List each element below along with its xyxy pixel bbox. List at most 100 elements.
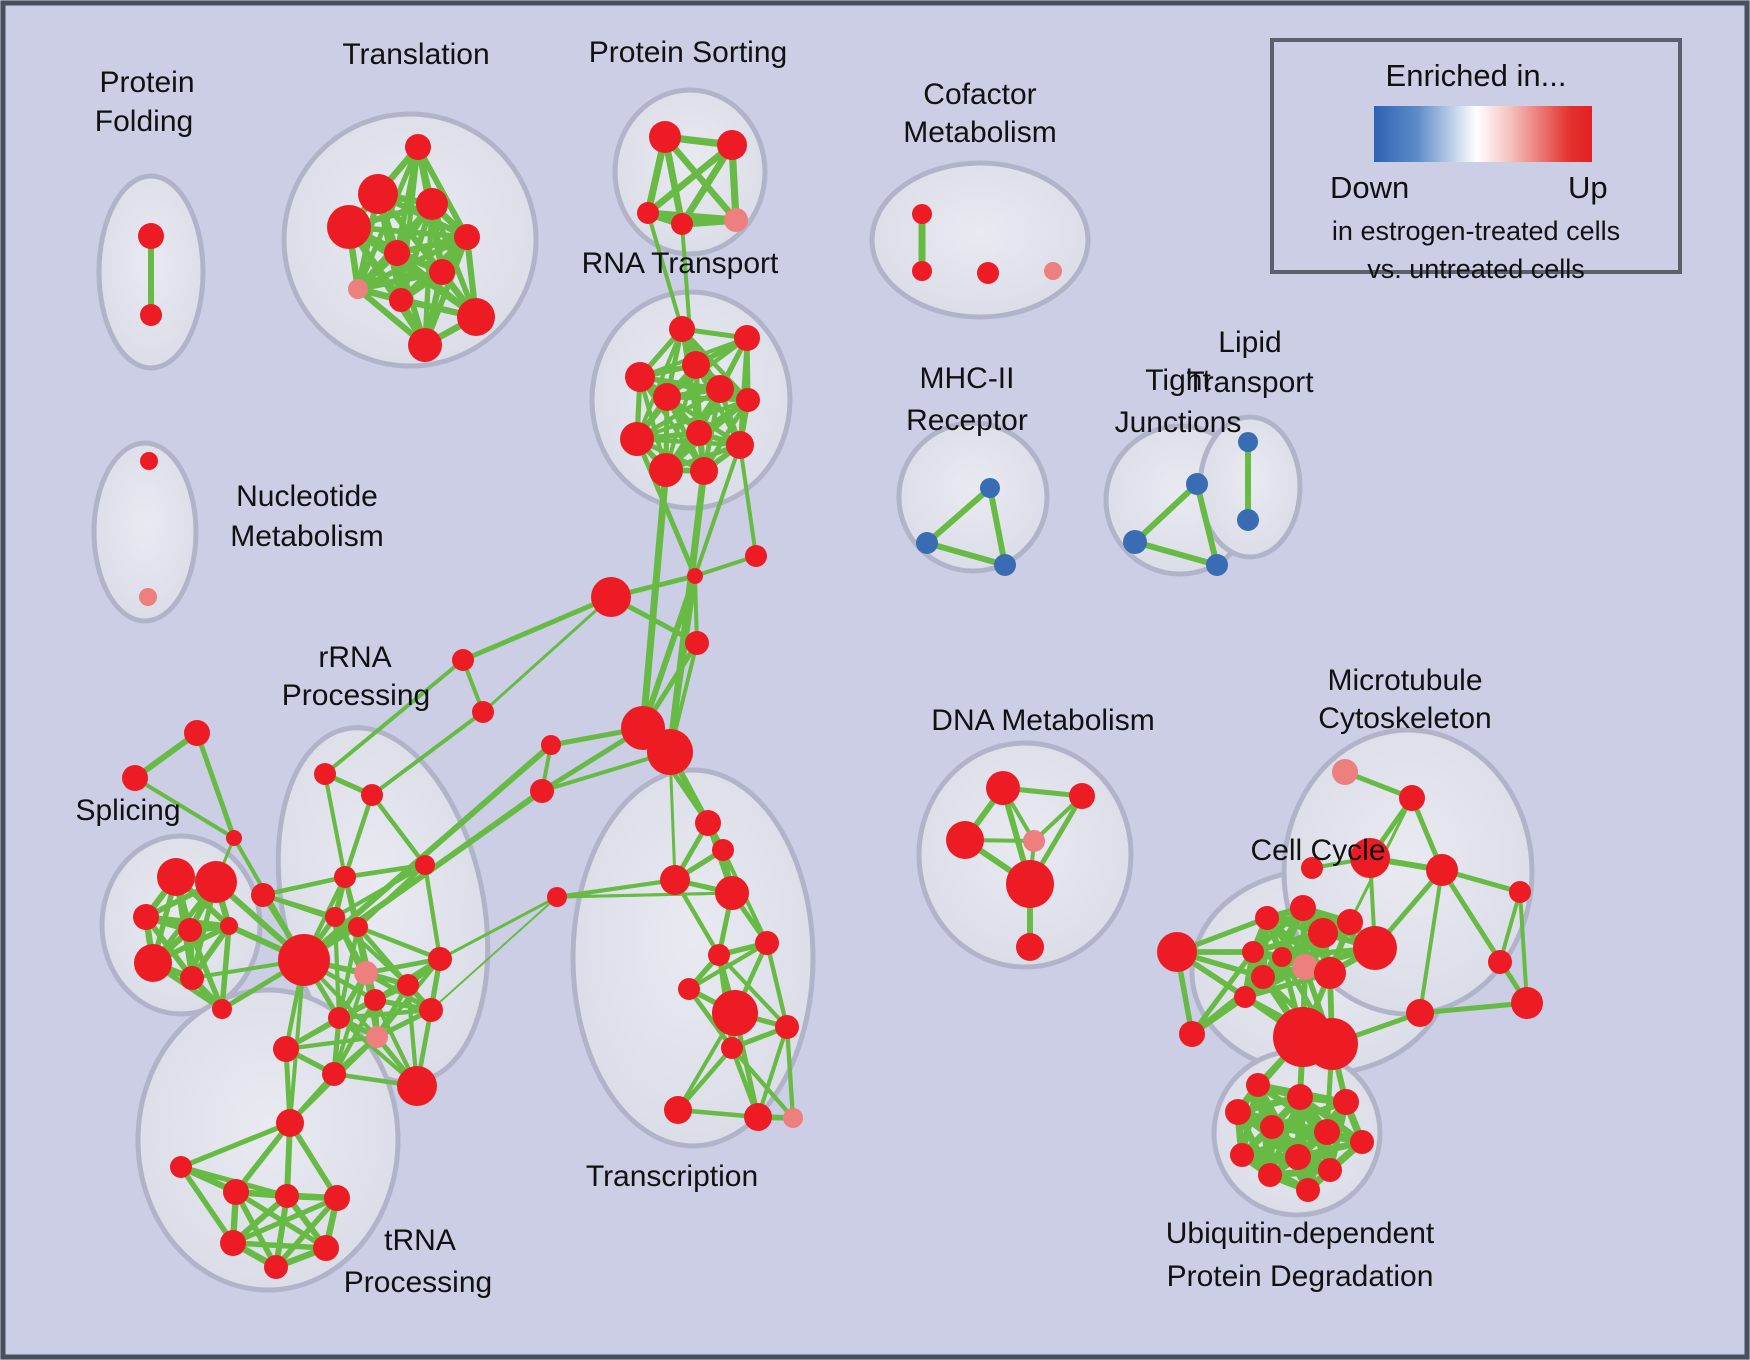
cell-cycle-node [1337, 909, 1363, 935]
splicing-node [180, 966, 204, 990]
bridge-edge [666, 467, 708, 756]
mhc-ii-receptor-label: Receptor [906, 404, 1028, 437]
protein-sorting-node [724, 208, 748, 232]
bridge-edge [430, 896, 558, 1011]
microtubule-cytoskeleton-edge [1498, 890, 1522, 964]
legend-caption-line1: in estrogen-treated cells [1331, 216, 1621, 246]
splicing-node [133, 904, 159, 930]
protein-sorting-node [671, 213, 693, 235]
tight-junctions-edge [1132, 481, 1200, 545]
rna-transport-node [682, 351, 710, 379]
microtubule-cytoskeleton-node [1511, 987, 1543, 1019]
bridge-edge [680, 222, 692, 334]
cell-cycle-node [1308, 918, 1338, 948]
splicing-node [178, 918, 202, 942]
mhc-ii-receptor-node [916, 532, 938, 554]
rrna-processing-node [273, 1036, 299, 1062]
trna-processing-node [223, 1179, 249, 1205]
bridge-edge [555, 878, 677, 899]
microtubule-cytoskeleton-node [1350, 838, 1390, 878]
cofactor-metabolism-node [912, 204, 932, 224]
lipid-transport-label: Lipid [1218, 326, 1281, 359]
central-connectors-node [452, 649, 474, 671]
rna-transport-edge [635, 327, 684, 441]
microtubule-cytoskeleton-node [1399, 785, 1425, 811]
nucleotide-metabolism-node [139, 588, 157, 606]
tight-junctions-node [1206, 554, 1228, 576]
cofactor-metabolism-label: Cofactor [923, 78, 1036, 111]
cell-cycle-node [1251, 965, 1275, 989]
trna-processing-node [220, 1230, 246, 1256]
transcription-node [744, 1103, 772, 1131]
ubiquitin-degradation-label: Ubiquitin-dependent [1166, 1217, 1435, 1250]
trna-processing-node [170, 1156, 192, 1178]
rna-transport-node [620, 422, 654, 456]
trna-processing-node [324, 1185, 350, 1211]
trna-processing-node [313, 1235, 339, 1261]
ubiquitin-degradation-node [1246, 1073, 1270, 1097]
rna-transport-edge [679, 326, 751, 403]
rrna-processing-edge [363, 956, 443, 976]
rrna-processing-edge [369, 792, 428, 868]
microtubule-cytoskeleton-label: Microtubule [1327, 664, 1482, 697]
microtubule-cytoskeleton-node [1332, 759, 1358, 785]
transcription-edge [716, 952, 790, 1030]
bridge-edge [323, 658, 465, 776]
splicing-node [220, 917, 238, 935]
rrna-processing-edge [331, 997, 378, 1077]
rrna-processing-label: Processing [282, 679, 430, 712]
cell-cycle-node [1292, 954, 1318, 980]
microtubule-cytoskeleton-node [1488, 950, 1512, 974]
mhc-ii-receptor-edge [987, 485, 1008, 568]
legend-caption-line2: vs. untreated cells [1367, 254, 1585, 284]
transcription-node [660, 865, 690, 895]
ubiquitin-degradation-node [1350, 1130, 1374, 1154]
bridge-edge [288, 958, 306, 1125]
transcription-node [695, 810, 721, 836]
translation-node [358, 174, 398, 214]
translation-node [408, 328, 442, 362]
legend: Enriched in... Down Up in estrogen-treat… [1270, 38, 1682, 284]
cell-cycle-node [1272, 947, 1292, 967]
bridge-edge [693, 443, 742, 578]
translation-node [348, 279, 368, 299]
rrna-processing-edge [336, 1007, 434, 1021]
nucleotide-metabolism-node [140, 452, 158, 470]
rrna-processing-node [366, 1026, 388, 1048]
ubiquitin-degradation-node [1225, 1099, 1251, 1125]
tight-junctions-edge [1194, 481, 1220, 568]
rrna-processing-node [397, 974, 419, 996]
nucleotide-metabolism-label: Nucleotide [236, 480, 378, 513]
mhc-ii-receptor-edge [924, 540, 1008, 568]
transcription-label: Transcription [586, 1160, 758, 1193]
cell-cycle-node [1242, 941, 1264, 963]
trna-processing-edge [233, 1120, 293, 1195]
transcription-node [708, 944, 730, 966]
cell-cycle-node [1353, 926, 1397, 970]
microtubule-cytoskeleton-node [1509, 881, 1531, 903]
trna-processing-label: Processing [344, 1266, 492, 1299]
tight-junctions-node [1186, 473, 1208, 495]
mhc-ii-receptor-node [980, 478, 1000, 498]
splicing-triangle-node [184, 720, 210, 746]
protein-folding-node [138, 223, 164, 249]
ubiquitin-degradation-label: Protein Degradation [1167, 1260, 1434, 1293]
translation-node [389, 288, 413, 312]
rrna-processing-node [361, 784, 383, 806]
dna-metabolism-node [1006, 860, 1054, 908]
cell-cycle-edge [1189, 949, 1256, 1037]
rrna-processing-node [334, 866, 356, 888]
ubiquitin-degradation-node [1296, 1178, 1320, 1202]
ubiquitin-degradation-node [1287, 1084, 1313, 1110]
bridge-edge [301, 742, 554, 963]
splicing-edge [219, 923, 232, 1012]
trna-processing-edge [287, 1120, 340, 1201]
bridge-edge [438, 895, 559, 961]
ubiquitin-degradation-node [1260, 1115, 1284, 1139]
rrna-processing-node [354, 961, 378, 985]
cell-cycle-node [1234, 986, 1256, 1008]
microtubule-cytoskeleton-node [1406, 999, 1434, 1027]
transcription-edge [755, 1024, 790, 1120]
rrna-processing-node [415, 855, 435, 875]
